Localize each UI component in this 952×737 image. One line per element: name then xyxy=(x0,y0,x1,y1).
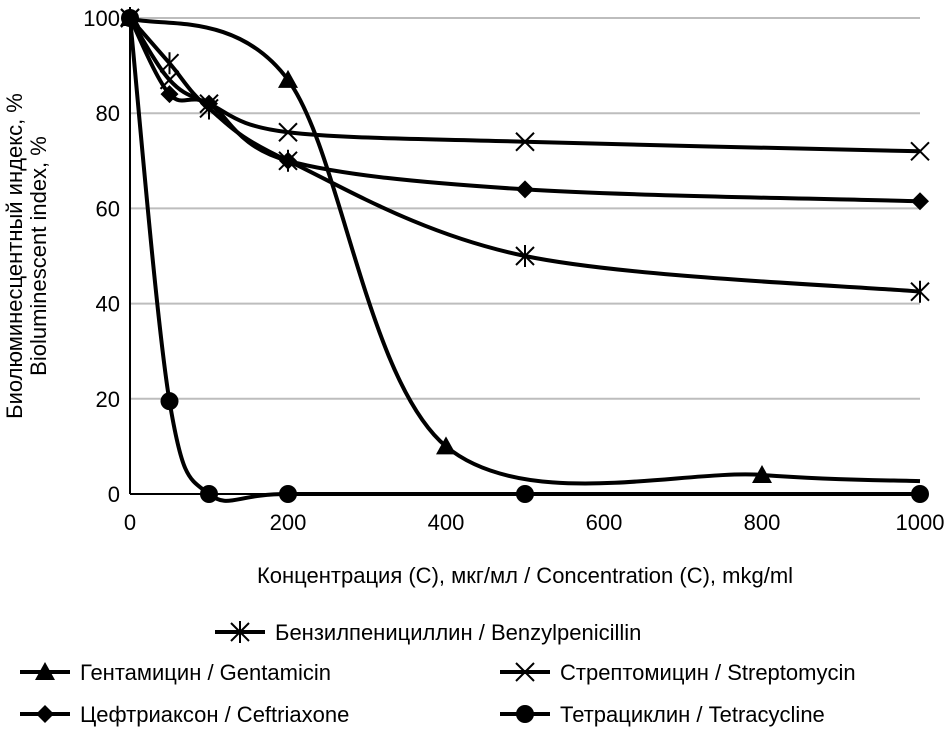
circle-marker xyxy=(160,392,179,411)
series-line xyxy=(128,16,921,154)
legend-label: Цефтриаксон / Ceftriaxone xyxy=(80,702,349,727)
data-point xyxy=(515,245,535,267)
data-point xyxy=(200,485,218,503)
x-tick-label: 800 xyxy=(744,510,781,535)
diamond-marker xyxy=(160,85,179,104)
series-line xyxy=(128,17,920,503)
x-tick-label: 200 xyxy=(270,510,307,535)
asterisk-marker xyxy=(910,280,930,303)
data-point xyxy=(200,94,218,113)
triangle-marker xyxy=(35,662,55,680)
diamond-marker xyxy=(516,180,534,199)
x-axis-label: Концентрация (C), мкг/мл / Concentration… xyxy=(257,563,793,588)
y-tick-label: 0 xyxy=(108,482,120,507)
x-marker xyxy=(515,132,535,152)
legend-label: Бензилпенициллин / Benzylpenicillin xyxy=(275,620,641,645)
asterisk-marker xyxy=(230,621,250,643)
asterisk-marker xyxy=(515,245,535,267)
legend-marker xyxy=(516,705,534,723)
circle-marker xyxy=(200,485,218,503)
data-point xyxy=(279,151,297,170)
y-tick-label: 100 xyxy=(83,6,120,31)
data-point xyxy=(278,122,298,142)
data-point xyxy=(911,192,929,211)
x-tick-label: 1000 xyxy=(896,510,945,535)
triangle-marker xyxy=(752,464,772,483)
legend-marker xyxy=(230,621,250,643)
diamond-marker xyxy=(36,705,54,723)
legend-marker xyxy=(36,705,54,723)
data-point xyxy=(278,69,298,88)
data-point xyxy=(160,392,179,411)
data-point xyxy=(121,9,139,27)
legend-label: Стрептомицин / Streptomycin xyxy=(560,660,856,685)
diamond-marker xyxy=(200,94,218,113)
diamond-marker xyxy=(911,192,929,211)
x-tick-label: 0 xyxy=(124,510,136,535)
data-point xyxy=(910,280,930,303)
series-line xyxy=(129,16,921,486)
data-point xyxy=(752,464,772,483)
x-tick-label: 600 xyxy=(586,510,623,535)
data-point xyxy=(515,132,535,152)
x-marker xyxy=(910,141,930,161)
circle-marker xyxy=(911,485,929,503)
data-point xyxy=(516,485,534,503)
legend-marker xyxy=(35,662,55,680)
diamond-marker xyxy=(279,151,297,170)
legend-marker xyxy=(515,662,535,682)
data-point xyxy=(160,85,179,104)
y-tick-label: 40 xyxy=(96,292,120,317)
data-point xyxy=(910,141,930,161)
triangle-marker xyxy=(436,436,456,455)
y-tick-label: 20 xyxy=(96,387,120,412)
y-axis-label: Bioluminescent index, % xyxy=(26,136,51,376)
circle-marker xyxy=(516,705,534,723)
data-point xyxy=(279,485,297,503)
circle-marker xyxy=(121,9,139,27)
circle-marker xyxy=(516,485,534,503)
y-axis-label: Биолюминесцентный индекс, % xyxy=(2,93,27,419)
legend-label: Тетрациклин / Tetracycline xyxy=(560,702,825,727)
circle-marker xyxy=(279,485,297,503)
y-tick-label: 80 xyxy=(96,101,120,126)
y-tick-label: 60 xyxy=(96,196,120,221)
x-marker xyxy=(278,122,298,142)
triangle-marker xyxy=(278,69,298,88)
x-marker xyxy=(515,662,535,682)
legend-label: Гентамицин / Gentamicin xyxy=(80,660,331,685)
x-tick-label: 400 xyxy=(428,510,465,535)
data-point xyxy=(516,180,534,199)
data-point xyxy=(436,436,456,455)
data-point xyxy=(911,485,929,503)
